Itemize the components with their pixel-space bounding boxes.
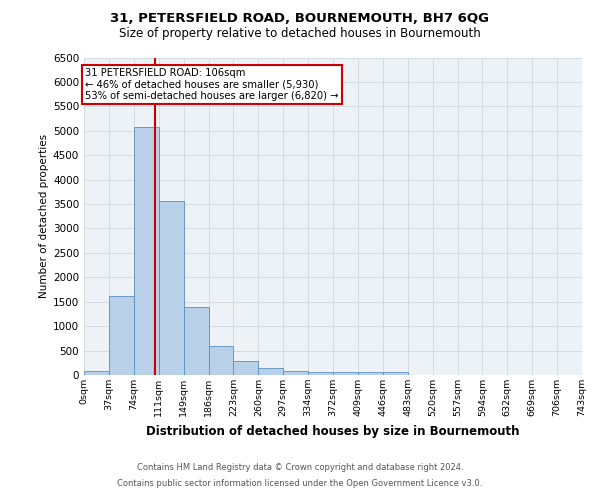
Bar [358, 372, 383, 375]
Bar [109, 296, 134, 375]
Text: 31 PETERSFIELD ROAD: 106sqm
← 46% of detached houses are smaller (5,930)
53% of : 31 PETERSFIELD ROAD: 106sqm ← 46% of det… [85, 68, 339, 102]
Text: Contains public sector information licensed under the Open Government Licence v3: Contains public sector information licen… [118, 478, 482, 488]
Bar [283, 370, 308, 375]
Bar [209, 346, 233, 375]
Text: Contains HM Land Registry data © Crown copyright and database right 2024.: Contains HM Land Registry data © Crown c… [137, 464, 463, 472]
Bar [84, 372, 109, 375]
X-axis label: Distribution of detached houses by size in Bournemouth: Distribution of detached houses by size … [146, 424, 520, 438]
Y-axis label: Number of detached properties: Number of detached properties [39, 134, 49, 298]
Bar [383, 372, 408, 375]
Bar [159, 200, 184, 375]
Text: 31, PETERSFIELD ROAD, BOURNEMOUTH, BH7 6QG: 31, PETERSFIELD ROAD, BOURNEMOUTH, BH7 6… [110, 12, 490, 26]
Text: Size of property relative to detached houses in Bournemouth: Size of property relative to detached ho… [119, 28, 481, 40]
Bar [259, 368, 283, 375]
Bar [308, 372, 333, 375]
Bar [333, 372, 358, 375]
Bar [134, 127, 159, 375]
Bar [233, 361, 259, 375]
Bar [184, 306, 209, 375]
